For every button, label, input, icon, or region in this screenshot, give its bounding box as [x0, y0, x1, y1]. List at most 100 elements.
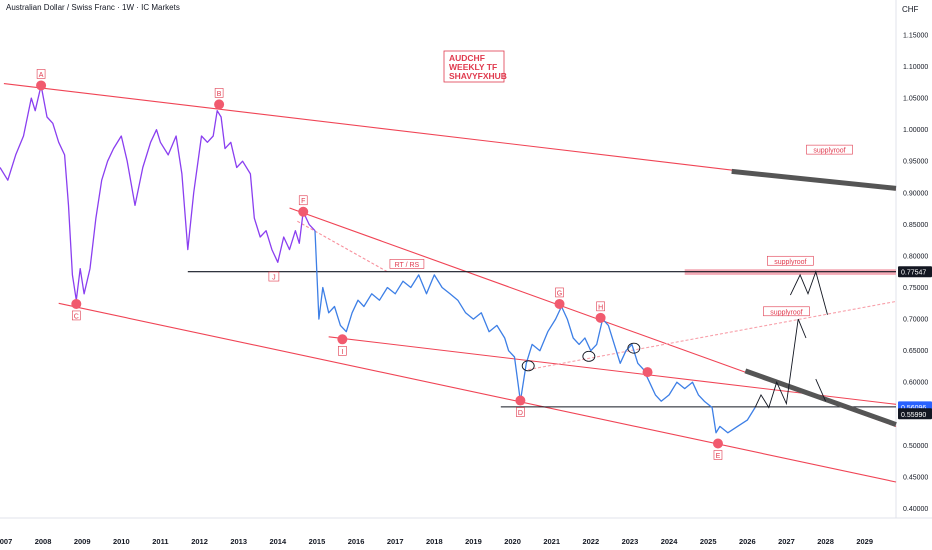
- pivot-marker-6: [554, 298, 565, 309]
- annotation-box: AUDCHF WEEKLY TF SHAVYFXHUB: [443, 50, 507, 83]
- pivot-label-3: F: [301, 198, 305, 205]
- price-badge-0: [898, 266, 932, 278]
- pivot-label-box-1: [214, 88, 224, 98]
- x-tick-label-4: 2011: [152, 537, 168, 546]
- pivot-marker-4: [337, 334, 348, 345]
- y-tick-label-7: 0.80000: [903, 253, 928, 260]
- price-badge-2: [898, 408, 932, 420]
- pivot-label-box-9: [713, 450, 723, 460]
- price-badge-label-0: 0.77547: [901, 270, 926, 277]
- pivot-label-2: C: [74, 313, 79, 320]
- highlight-circle-2: [627, 342, 641, 354]
- pivot-label-7: H: [598, 304, 603, 311]
- pivot-marker-9: [712, 438, 723, 449]
- pivot-marker-8: [642, 367, 653, 378]
- x-tick-label-9: 2016: [348, 537, 365, 546]
- pivot-marker-1: [214, 99, 225, 110]
- annotation-line-3: SHAVYFXHUB: [449, 71, 507, 81]
- pivot-label-6: G: [557, 290, 562, 297]
- x-tick-label-15: 2022: [582, 537, 599, 546]
- y-tick-label-0: 1.15000: [903, 32, 928, 39]
- price-series-1: [314, 230, 756, 434]
- highlight-circle-0: [521, 360, 535, 372]
- chart-title: Australian Dollar / Swiss Franc · 1W · I…: [6, 3, 180, 12]
- x-tick-label-12: 2019: [465, 537, 482, 546]
- y-tick-label-4: 0.95000: [903, 159, 928, 166]
- pivot-marker-2: [71, 298, 82, 309]
- pivot-label-box-0: [36, 69, 46, 79]
- text-label-box-0: [268, 271, 280, 282]
- y-tick-label-11: 0.60000: [903, 380, 928, 387]
- x-tick-label-16: 2023: [622, 537, 639, 546]
- x-tick-label-11: 2018: [426, 537, 443, 546]
- trendline-5: [528, 300, 897, 371]
- pivot-label-5: D: [518, 410, 523, 417]
- x-tick-label-17: 2024: [661, 537, 679, 546]
- pivot-marker-0: [36, 80, 47, 91]
- x-tick-label-6: 2013: [230, 537, 247, 546]
- text-label-4: supplyroof: [770, 309, 802, 316]
- x-tick-label-3: 2010: [113, 537, 130, 546]
- text-label-box-2: [806, 144, 853, 155]
- x-tick-label-20: 2027: [778, 537, 795, 546]
- x-tick-label-14: 2021: [543, 537, 560, 546]
- x-tick-label-1: 2008: [35, 537, 52, 546]
- highlight-circle-1: [582, 350, 596, 362]
- pivot-label-box-2: [71, 310, 81, 321]
- y-tick-label-8: 0.75000: [903, 285, 928, 292]
- text-label-2: supplyroof: [813, 148, 845, 155]
- y-tick-label-15: 0.40000: [903, 506, 928, 513]
- pivot-label-box-3: [298, 195, 308, 206]
- text-label-box-3: [767, 255, 814, 266]
- text-label-1: RT / RS: [395, 262, 420, 269]
- x-tick-label-13: 2020: [504, 537, 521, 546]
- projection-path-2: [789, 270, 828, 315]
- x-tick-label-0: 2007: [0, 537, 12, 546]
- y-tick-label-5: 0.90000: [903, 190, 928, 197]
- x-tick-label-21: 2028: [817, 537, 834, 546]
- pivot-marker-3: [298, 206, 309, 217]
- x-tick-label-18: 2025: [700, 537, 717, 546]
- projection-path-0: [754, 319, 799, 409]
- y-tick-label-10: 0.65000: [903, 348, 928, 355]
- trendline-3: [297, 220, 388, 273]
- x-tick-label-22: 2029: [856, 537, 873, 546]
- pivot-marker-7: [595, 312, 606, 323]
- y-tick-label-14: 0.45000: [903, 474, 928, 481]
- pivot-label-box-5: [516, 407, 525, 417]
- pivot-label-box-6: [555, 287, 564, 298]
- y-tick-label-9: 0.70000: [903, 317, 928, 324]
- text-label-box-4: [763, 306, 810, 317]
- y-tick-label-6: 0.85000: [903, 222, 928, 229]
- pivot-label-0: A: [39, 72, 44, 79]
- currency-label: CHF: [902, 5, 919, 14]
- annotation-line-1: AUDCHF: [449, 53, 485, 63]
- pivot-marker-5: [515, 395, 526, 406]
- text-label-box-1: [389, 259, 425, 269]
- price-series-0: [0, 84, 316, 301]
- supply-bar-1: [744, 368, 897, 427]
- pivot-label-box-4: [338, 346, 347, 356]
- x-tick-label-5: 2012: [191, 537, 208, 546]
- annotation-line-2: WEEKLY TF: [449, 62, 497, 72]
- x-tick-label-19: 2026: [739, 537, 756, 546]
- y-tick-label-3: 1.00000: [903, 127, 928, 134]
- projection-path-3: [815, 378, 827, 402]
- price-badge-label-2: 0.55990: [901, 412, 926, 419]
- y-tick-label-1: 1.10000: [903, 64, 928, 71]
- pivot-label-4: I: [341, 349, 343, 356]
- supply-bar-0: [731, 168, 897, 191]
- text-label-3: supplyroof: [774, 259, 806, 266]
- text-label-0: J: [272, 275, 276, 282]
- x-tick-label-2: 2009: [74, 537, 91, 546]
- y-tick-label-2: 1.05000: [903, 96, 928, 103]
- x-tick-label-7: 2014: [269, 537, 287, 546]
- projection-path-1: [797, 318, 807, 339]
- trendline-1: [58, 302, 897, 483]
- x-tick-label-8: 2015: [309, 537, 326, 546]
- pivot-label-9: E: [716, 453, 721, 460]
- pivot-label-1: B: [217, 91, 222, 98]
- y-tick-label-13: 0.50000: [903, 443, 928, 450]
- x-tick-label-10: 2017: [387, 537, 404, 546]
